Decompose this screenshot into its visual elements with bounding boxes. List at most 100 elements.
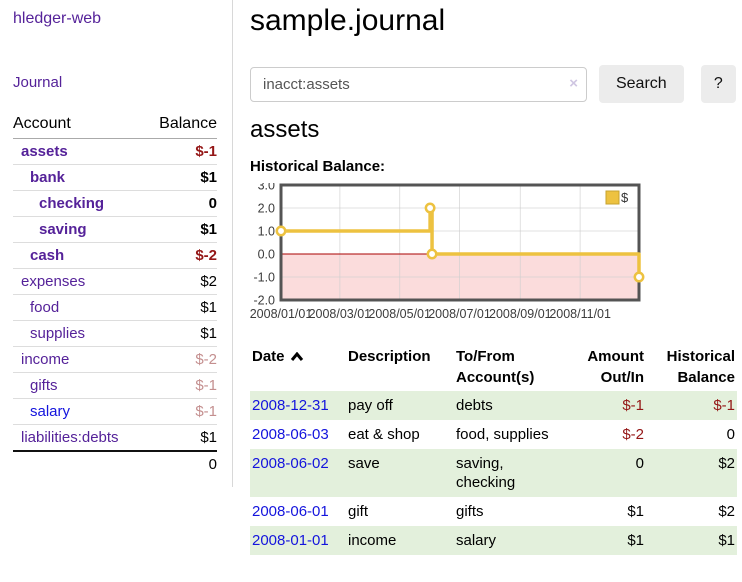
register-header-balance: Historical Balance (666, 348, 735, 386)
sort-ascending-icon (290, 347, 304, 368)
account-balance: $-2 (144, 242, 217, 269)
accounts-total-row: 0 (13, 450, 217, 477)
account-row: cash $-2 (13, 242, 217, 269)
transaction-row: 2008-06-01 gift gifts $1 $2 (250, 497, 737, 526)
transaction-date-link[interactable]: 2008-06-01 (252, 503, 329, 520)
transaction-balance: $-1 (713, 397, 735, 414)
main-content: sample.journal × Search ? assets Histori… (233, 0, 742, 555)
svg-text:0.0: 0.0 (258, 248, 275, 262)
transaction-balance: 0 (726, 426, 735, 443)
transaction-row: 2008-01-01 income salary $1 $1 (250, 526, 737, 555)
account-row: food $1 (13, 294, 217, 321)
account-row: income $-2 (13, 346, 217, 373)
transaction-accounts: salary (456, 532, 497, 549)
account-balance: $-2 (144, 346, 217, 373)
search-input-wrap: × (250, 66, 587, 102)
sidebar-account-gifts[interactable]: gifts (30, 377, 58, 394)
sidebar-account-supplies[interactable]: supplies (30, 325, 86, 342)
transaction-accounts: debts (456, 397, 493, 414)
transaction-amount: $-1 (622, 397, 644, 414)
clear-search-icon[interactable]: × (569, 74, 578, 92)
account-row: expenses $2 (13, 268, 217, 295)
account-balance: $2 (144, 268, 217, 295)
svg-text:-1.0: -1.0 (253, 271, 275, 285)
transaction-date-link[interactable]: 2008-01-01 (252, 532, 329, 549)
sidebar-account-bank[interactable]: bank (30, 169, 66, 186)
register-header-description: Description (348, 348, 431, 365)
account-balance: $-1 (144, 398, 217, 425)
sidebar-inner: hledger-web Journal Account Balance asse… (0, 0, 233, 487)
account-row: checking 0 (13, 190, 217, 217)
brand-link[interactable]: hledger-web (13, 10, 102, 27)
svg-text:3.0: 3.0 (258, 183, 275, 193)
accounts-header-balance: Balance (144, 112, 217, 139)
sidebar-account-income[interactable]: income (21, 351, 70, 368)
svg-text:2.0: 2.0 (258, 202, 275, 216)
transaction-date-link[interactable]: 2008-12-31 (252, 397, 329, 414)
chart-title: Historical Balance: (250, 158, 386, 175)
sidebar-account-assets[interactable]: assets (21, 143, 68, 160)
svg-text:2008/11/01: 2008/11/01 (549, 307, 611, 321)
register-header-accounts: To/From Account(s) (456, 348, 535, 386)
svg-text:1.0: 1.0 (258, 225, 275, 239)
transaction-row: 2008-06-03 eat & shop food, supplies $-2 0 (250, 420, 737, 449)
register-rows: 2008-12-31 pay off debts $-1 $-1 2008-06-03 ea… (250, 391, 737, 555)
account-balance: $1 (144, 216, 217, 243)
transaction-description: save (348, 455, 380, 472)
transaction-description: pay off (348, 397, 393, 414)
search-button[interactable]: Search (598, 65, 684, 103)
account-row: gifts $-1 (13, 372, 217, 399)
account-balance: $1 (144, 320, 217, 347)
sidebar-account-liabilities-debts[interactable]: liabilities:debts (21, 429, 119, 446)
sidebar-account-expenses[interactable]: expenses (21, 273, 86, 290)
register-header-date[interactable]: Date (250, 343, 346, 391)
account-rows: assets $-1 bank $1 checking 0 saving $1 cash $-2 e… (13, 139, 217, 477)
transaction-amount: $1 (627, 503, 644, 520)
transaction-description: gift (348, 503, 369, 520)
app: hledger-web Journal Account Balance asse… (0, 0, 742, 555)
sidebar-account-cash[interactable]: cash (30, 247, 65, 264)
sidebar-item-journal[interactable]: Journal (13, 74, 63, 91)
sidebar-account-salary[interactable]: salary (30, 403, 71, 420)
sidebar-account-checking[interactable]: checking (39, 195, 105, 212)
search-input[interactable] (250, 66, 587, 102)
sidebar-account-saving[interactable]: saving (39, 221, 87, 238)
transaction-balance: $2 (718, 503, 735, 520)
account-balance: $1 (144, 164, 217, 191)
help-button[interactable]: ? (700, 65, 736, 103)
transaction-amount: 0 (635, 455, 644, 472)
historical-balance-chart: 3.0 2.0 1.0 0.0 -1.0 -2.0 2008/01/01 2008/03/01… (250, 183, 736, 329)
accounts-header-account: Account (13, 112, 145, 139)
account-balance: $1 (144, 294, 217, 321)
account-balance: $-1 (195, 143, 217, 160)
account-row: saving $1 (13, 216, 217, 243)
search-bar: × Search ? (250, 65, 736, 103)
transaction-row: 2008-06-02 save saving, checking 0 $2 (250, 449, 737, 497)
account-balance: 0 (144, 190, 217, 217)
accounts-total-value: 0 (144, 450, 217, 477)
transaction-date-link[interactable]: 2008-06-03 (252, 426, 329, 443)
transaction-row: 2008-12-31 pay off debts $-1 $-1 (250, 391, 737, 420)
account-balance: $-1 (144, 372, 217, 399)
transaction-date-link[interactable]: 2008-06-02 (252, 455, 329, 472)
transaction-balance: $2 (718, 455, 735, 472)
account-row: salary $-1 (13, 398, 217, 425)
svg-text:2008/07/01: 2008/07/01 (428, 307, 491, 321)
transaction-accounts: gifts (456, 503, 484, 520)
svg-text:2008/01/01: 2008/01/01 (250, 307, 312, 321)
account-row: bank $1 (13, 164, 217, 191)
register-header-amount: Amount Out/In (587, 348, 644, 386)
svg-text:$: $ (621, 190, 629, 205)
svg-text:2008/05/01: 2008/05/01 (368, 307, 431, 321)
sidebar-account-food[interactable]: food (30, 299, 60, 316)
transaction-amount: $1 (627, 532, 644, 549)
transaction-accounts: saving, checking (456, 455, 516, 491)
account-balance: $1 (144, 424, 217, 451)
transaction-description: income (348, 532, 397, 549)
page-title: sample.journal (250, 4, 446, 37)
account-row: liabilities:debts $1 (13, 424, 217, 451)
svg-text:2008/03/01: 2008/03/01 (309, 307, 372, 321)
accounts-table: Account Balance assets $-1 bank $1 checking 0… (13, 112, 217, 477)
account-heading: assets (250, 116, 320, 143)
transaction-amount: $-2 (622, 426, 644, 443)
